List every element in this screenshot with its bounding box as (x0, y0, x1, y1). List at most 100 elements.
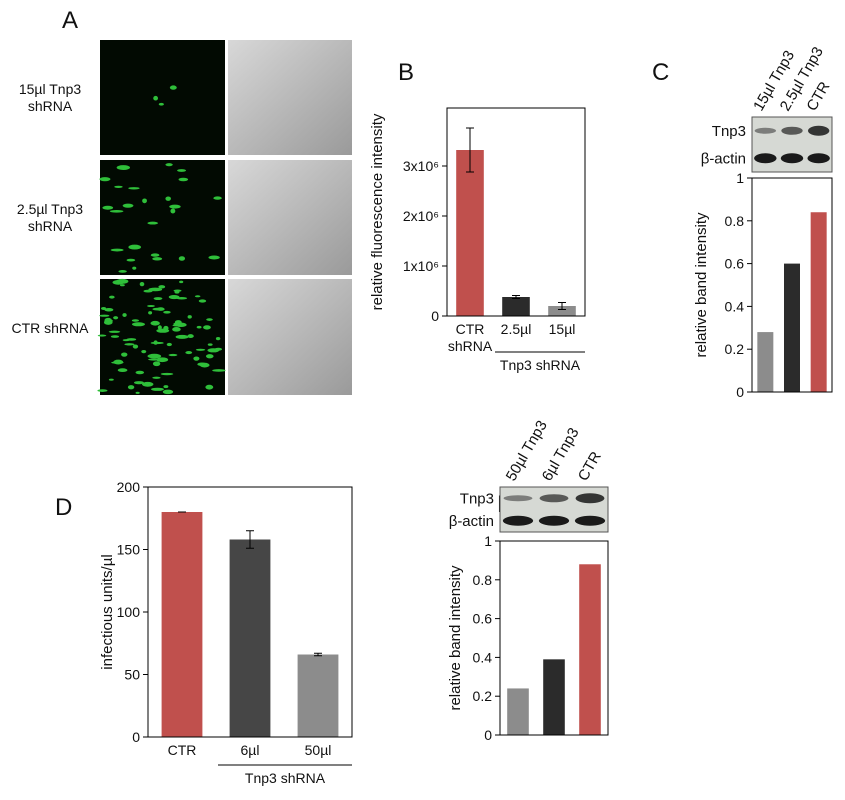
cell (131, 322, 146, 327)
cell (172, 324, 185, 327)
cell (109, 295, 115, 299)
cell (168, 353, 178, 357)
cell (168, 294, 180, 300)
group-label: Tnp3 shRNA (500, 357, 581, 373)
cell (193, 356, 200, 361)
cell (207, 343, 213, 346)
blot-label: β-actin (449, 513, 494, 530)
plot-frame (499, 540, 609, 736)
blot-band (538, 515, 570, 526)
y-tick-label: 150 (117, 542, 141, 558)
blot-band (754, 153, 777, 164)
x-tick-label: 50µl (304, 742, 332, 758)
cell (160, 372, 174, 376)
cell (148, 311, 153, 315)
y-tick-label: 200 (117, 479, 141, 495)
y-tick-label: 100 (117, 604, 141, 620)
y-tick-label: 2x10⁶ (403, 208, 439, 224)
cell (152, 376, 161, 379)
blot-band (575, 493, 605, 504)
fluorescence-image (100, 160, 225, 275)
blot-label: Tnp3 (460, 490, 494, 507)
cell (120, 284, 125, 287)
cell (205, 384, 214, 390)
cell (170, 208, 176, 214)
cell (166, 342, 172, 347)
cell (165, 163, 173, 167)
cell (99, 314, 110, 317)
cell (113, 316, 119, 320)
y-tick-label: 1 (484, 533, 492, 549)
y-axis-label: relative fluorescence intensity (369, 113, 386, 310)
cell (156, 328, 170, 333)
y-tick-label: 0.2 (473, 688, 493, 704)
y-axis-label: relative band intensity (447, 565, 464, 711)
y-tick-label: 0 (484, 727, 492, 743)
cell (141, 349, 147, 354)
error-bar (246, 530, 254, 549)
cell (158, 285, 166, 289)
plot-frame (147, 486, 353, 738)
cell (174, 320, 182, 325)
cell (117, 368, 128, 373)
y-tick-label: 1x10⁶ (403, 258, 439, 274)
y-axis-label: infectious units/µl (99, 554, 116, 669)
cell (112, 280, 124, 285)
cell (179, 280, 184, 284)
y-tick-label: 0.6 (725, 256, 745, 272)
cell (152, 361, 161, 367)
cell (126, 338, 137, 341)
cell (110, 248, 124, 252)
y-tick-label: 3x10⁶ (403, 158, 439, 174)
cell (206, 318, 213, 321)
cell (185, 351, 193, 355)
cell (174, 290, 180, 294)
error-bar (512, 295, 520, 299)
cell (108, 330, 121, 333)
row-label: 15µl Tnp3 shRNA (18, 80, 82, 114)
cell (153, 340, 158, 345)
bar (784, 263, 800, 392)
cell (97, 389, 108, 392)
x-tick-label: CTR (575, 449, 605, 484)
brightfield-image (228, 279, 352, 395)
cell (199, 362, 210, 368)
error-bar (314, 652, 322, 657)
bar (456, 150, 484, 316)
x-tick-label: CTR shRNA (447, 321, 493, 354)
cell (156, 357, 169, 363)
cell (198, 299, 207, 303)
cell (158, 102, 164, 106)
cell (142, 198, 147, 204)
cell (213, 196, 222, 200)
cell (124, 343, 135, 346)
plot-frame (446, 107, 586, 317)
cell (131, 319, 140, 322)
x-tick-label: 6µl (240, 742, 260, 758)
error-bar (558, 302, 566, 310)
bar (579, 564, 601, 735)
cell (187, 315, 192, 319)
cell (163, 385, 169, 389)
y-tick-label: 0.6 (473, 611, 493, 627)
cell (122, 203, 134, 208)
cell (172, 327, 181, 332)
cell (126, 258, 136, 262)
cell (148, 287, 163, 292)
bar (507, 688, 529, 735)
cell (132, 344, 139, 349)
cell (102, 205, 114, 210)
cell (162, 389, 174, 395)
blot-label: β-actin (701, 150, 746, 167)
blot (751, 116, 833, 173)
cell (196, 325, 202, 329)
blot-band (574, 515, 606, 526)
cell (104, 317, 112, 323)
cell (147, 221, 159, 225)
cell (113, 359, 124, 365)
cell (215, 337, 221, 341)
cell (194, 295, 201, 298)
blot-band (502, 515, 534, 526)
blot-band (807, 153, 830, 164)
bar (502, 297, 530, 316)
